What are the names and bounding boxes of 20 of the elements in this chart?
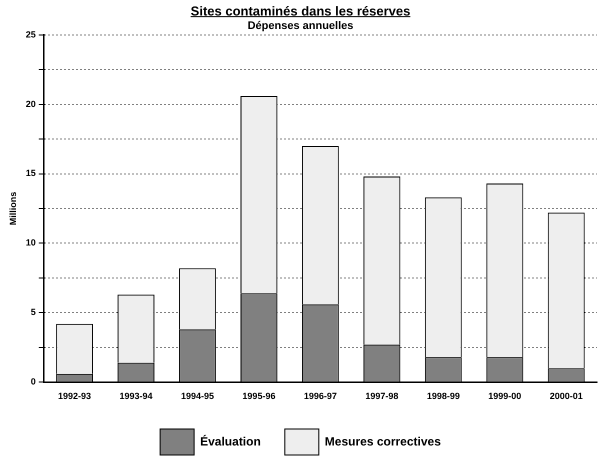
x-tick-label: 2000-01 bbox=[550, 391, 583, 402]
y-tick-label: 0 bbox=[30, 376, 36, 387]
x-tick-label: 1994-95 bbox=[180, 391, 214, 402]
y-tick-label: 25 bbox=[26, 29, 36, 40]
y-axis-title: Millions bbox=[8, 192, 18, 226]
x-tick-label: 1997-98 bbox=[365, 391, 398, 402]
legend-label: Mesures correctives bbox=[324, 434, 442, 448]
y-tick-label: 20 bbox=[26, 98, 36, 109]
chart-title: Sites contaminés dans les réserves bbox=[190, 3, 410, 18]
y-tick-label: 5 bbox=[30, 307, 36, 318]
x-tick-label: 1992-93 bbox=[58, 391, 92, 402]
x-tick-label: 1993-94 bbox=[119, 391, 153, 402]
y-tick-label: 15 bbox=[26, 168, 36, 178]
x-tick-label: 1995-96 bbox=[242, 391, 276, 402]
x-tick-label: 1999-00 bbox=[488, 391, 522, 402]
chart-subtitle: Dépenses annuelles bbox=[248, 20, 354, 32]
y-tick-label: 10 bbox=[26, 238, 36, 248]
x-tick-label: 1996-97 bbox=[304, 391, 337, 402]
x-tick-label: 1998-99 bbox=[426, 391, 460, 402]
legend-label: Évaluation bbox=[200, 434, 261, 448]
